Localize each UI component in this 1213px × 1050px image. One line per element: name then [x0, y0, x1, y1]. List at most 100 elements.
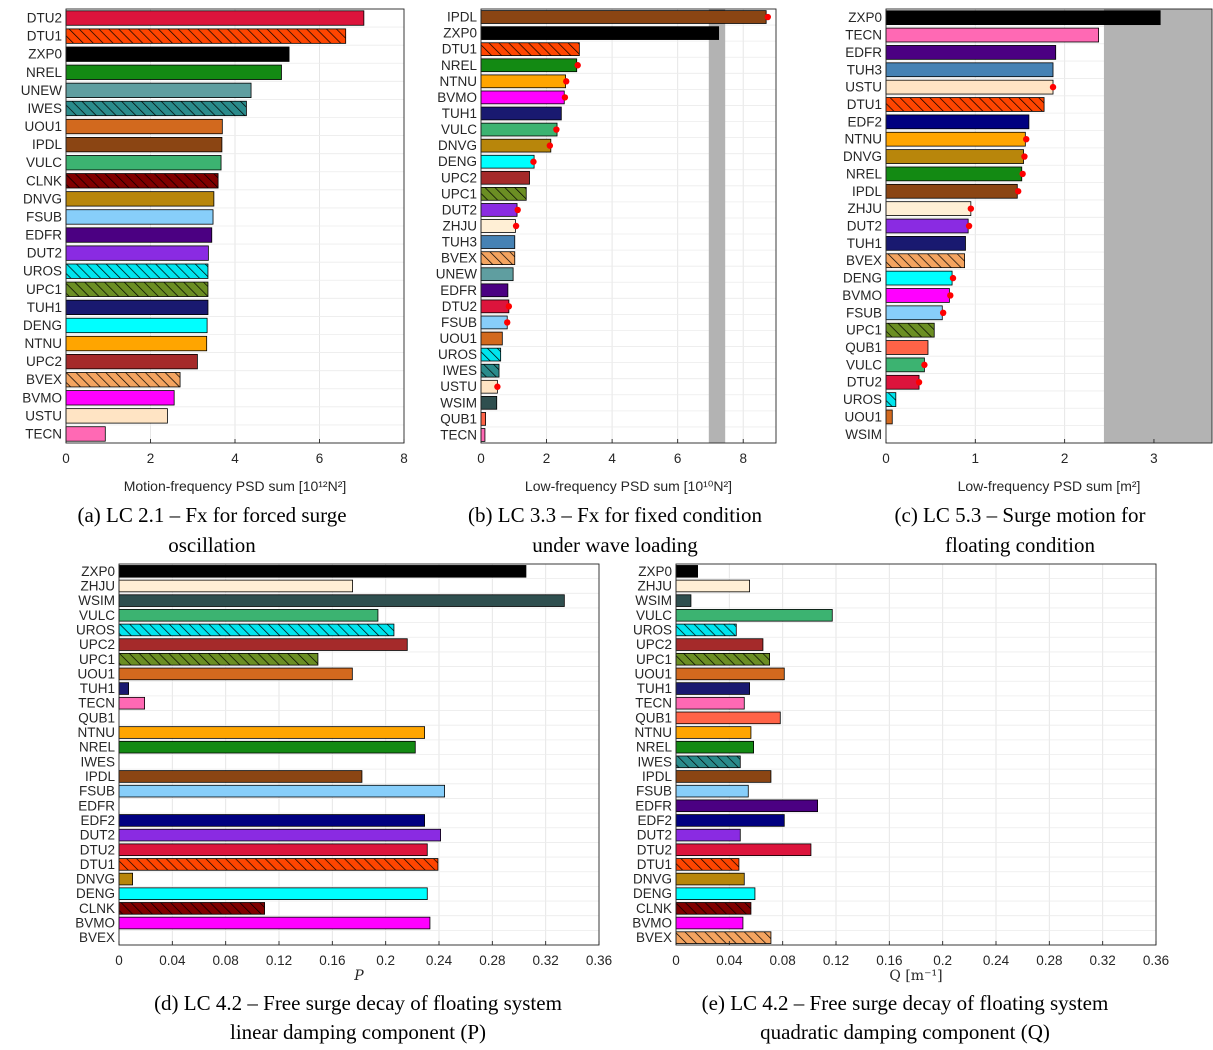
category-label-b-zxp0: ZXP0: [443, 26, 477, 41]
category-label-a-ntnu: NTNU: [25, 336, 63, 351]
x-tick-label-b: 0: [477, 451, 485, 466]
category-label-c-edfr: EDFR: [845, 45, 882, 60]
x-tick-label-d: 0.24: [426, 953, 453, 968]
chart-panel-c: ZXP0 TECN EDFR TUH3 USTU DTU1 EDF2 NTNU DNVG NREL…: [842, 8, 1213, 557]
x-axis-label-a: Motion-frequency PSD sum [10¹²N²]: [124, 478, 347, 494]
category-label-b-vulc: VULC: [441, 122, 477, 137]
category-label-b-upc1: UPC1: [441, 186, 477, 201]
bar-c-zxp0: [885, 10, 1161, 26]
bar-c-ntnu: [885, 131, 1026, 147]
bar-c-nrel: [885, 166, 1023, 182]
category-label-d-dtu2: DTU2: [80, 842, 115, 857]
bar-d-clnk: [118, 902, 266, 915]
category-label-c-vulc: VULC: [846, 357, 882, 372]
category-label-e-uros: UROS: [633, 622, 672, 637]
category-label-e-vulc: VULC: [636, 608, 672, 623]
bar-c-dnvg: [885, 149, 1024, 164]
bar-e-tecn: [675, 696, 745, 710]
category-label-e-tuh1: TUH1: [637, 681, 672, 696]
bar-c-bvmo: [885, 288, 950, 303]
chart-panel-b: IPDLZXP0DTU1NRELNTNUBVMOTUH1VULCDNVGDENG…: [436, 8, 777, 557]
shaded-region: [1103, 9, 1212, 443]
x-tick-label-a: 4: [231, 451, 239, 466]
bar-d-upc1: [118, 652, 319, 666]
bar-d-tecn: [118, 696, 146, 710]
category-label-c-edf2: EDF2: [847, 114, 882, 129]
category-label-d-upc1: UPC1: [79, 652, 115, 667]
x-tick-label-e: 0.28: [1036, 953, 1062, 968]
category-label-e-fsub: FSUB: [636, 784, 672, 799]
caption-a-line-2: oscillation: [168, 533, 256, 557]
marker-b-ntnu: [563, 78, 570, 85]
bar-a-uros: [65, 263, 209, 279]
category-label-a-iwes: IWES: [27, 101, 62, 116]
grid-b: [480, 8, 776, 444]
category-label-e-zxp0: ZXP0: [638, 564, 672, 579]
category-label-d-uros: UROS: [76, 622, 115, 637]
caption-c-line-2: floating condition: [945, 533, 1095, 557]
category-label-a-deng: DENG: [23, 318, 62, 333]
category-label-a-edfr: EDFR: [25, 228, 62, 243]
x-tick-label-c: 1: [972, 451, 980, 466]
category-label-e-edf2: EDF2: [637, 813, 672, 828]
marker-c-bvmo: [947, 292, 954, 299]
bar-b-dtu2: [480, 299, 510, 314]
bar-e-qub1: [675, 711, 781, 725]
marker-b-dtu2: [505, 303, 513, 310]
bar-d-dnvg: [118, 872, 133, 886]
category-label-a-dnvg: DNVG: [23, 191, 62, 206]
category-label-d-ntnu: NTNU: [78, 725, 116, 740]
bar-a-dnvg: [65, 191, 215, 207]
category-label-a-unew: UNEW: [21, 83, 63, 98]
bar-c-dtu2: [885, 374, 920, 390]
category-label-a-clnk: CLNK: [26, 173, 62, 188]
x-tick-label-e: 0.36: [1143, 953, 1169, 968]
bar-a-ipdl: [65, 136, 223, 153]
category-label-e-dnvg: DNVG: [633, 872, 672, 887]
bar-e-bvmo: [675, 916, 744, 930]
category-label-c-dnvg: DNVG: [843, 149, 882, 164]
category-label-b-tuh3: TUH3: [442, 235, 477, 250]
axes-frame-d: [118, 563, 600, 946]
bar-e-zhju: [675, 579, 750, 593]
bar-a-iwes: [65, 100, 247, 117]
x-tick-label-e: 0.08: [770, 953, 796, 968]
category-label-e-edfr: EDFR: [635, 798, 672, 813]
bar-b-ntnu: [480, 74, 566, 89]
bar-a-deng: [65, 317, 208, 334]
x-tick-label-b: 2: [543, 451, 551, 466]
bar-a-bvmo: [65, 390, 175, 406]
marker-c-zhju: [967, 205, 975, 212]
bar-e-dtu1: [675, 858, 740, 871]
bar-b-upc1: [480, 187, 527, 201]
category-label-d-dtu1: DTU1: [80, 857, 115, 872]
x-tick-label-d: 0.36: [586, 953, 612, 968]
x-tick-label-b: 4: [608, 451, 616, 466]
category-label-b-dtu1: DTU1: [442, 42, 477, 57]
marker-c-ipdl: [1014, 188, 1022, 195]
bar-d-zhju: [118, 579, 354, 593]
category-label-e-dut2: DUT2: [637, 828, 672, 843]
marker-b-fsub: [504, 319, 511, 326]
category-label-c-tuh3: TUH3: [847, 62, 882, 77]
category-label-b-dut2: DUT2: [442, 202, 477, 217]
bar-c-bvex: [885, 253, 965, 269]
category-label-e-nrel: NREL: [636, 740, 673, 755]
category-label-d-upc2: UPC2: [79, 637, 115, 652]
bar-b-tuh1: [480, 106, 562, 121]
category-label-c-deng: DENG: [843, 271, 882, 286]
category-label-d-wsim: WSIM: [78, 593, 115, 608]
bar-d-zxp0: [118, 565, 527, 578]
category-label-a-uros: UROS: [23, 264, 62, 279]
x-axis-label-b: Low-frequency PSD sum [10¹⁰N²]: [525, 478, 732, 494]
category-label-c-nrel: NREL: [846, 166, 883, 181]
category-label-b-tuh1: TUH1: [442, 106, 477, 121]
bar-b-ipdl: [480, 10, 767, 24]
bar-d-uros: [118, 623, 395, 637]
marker-c-vulc: [921, 361, 928, 369]
bar-c-edfr: [885, 45, 1057, 60]
category-label-a-upc1: UPC1: [26, 282, 62, 297]
bar-e-zxp0: [675, 565, 699, 578]
bar-a-upc1: [65, 281, 209, 297]
category-label-e-ntnu: NTNU: [635, 725, 673, 740]
